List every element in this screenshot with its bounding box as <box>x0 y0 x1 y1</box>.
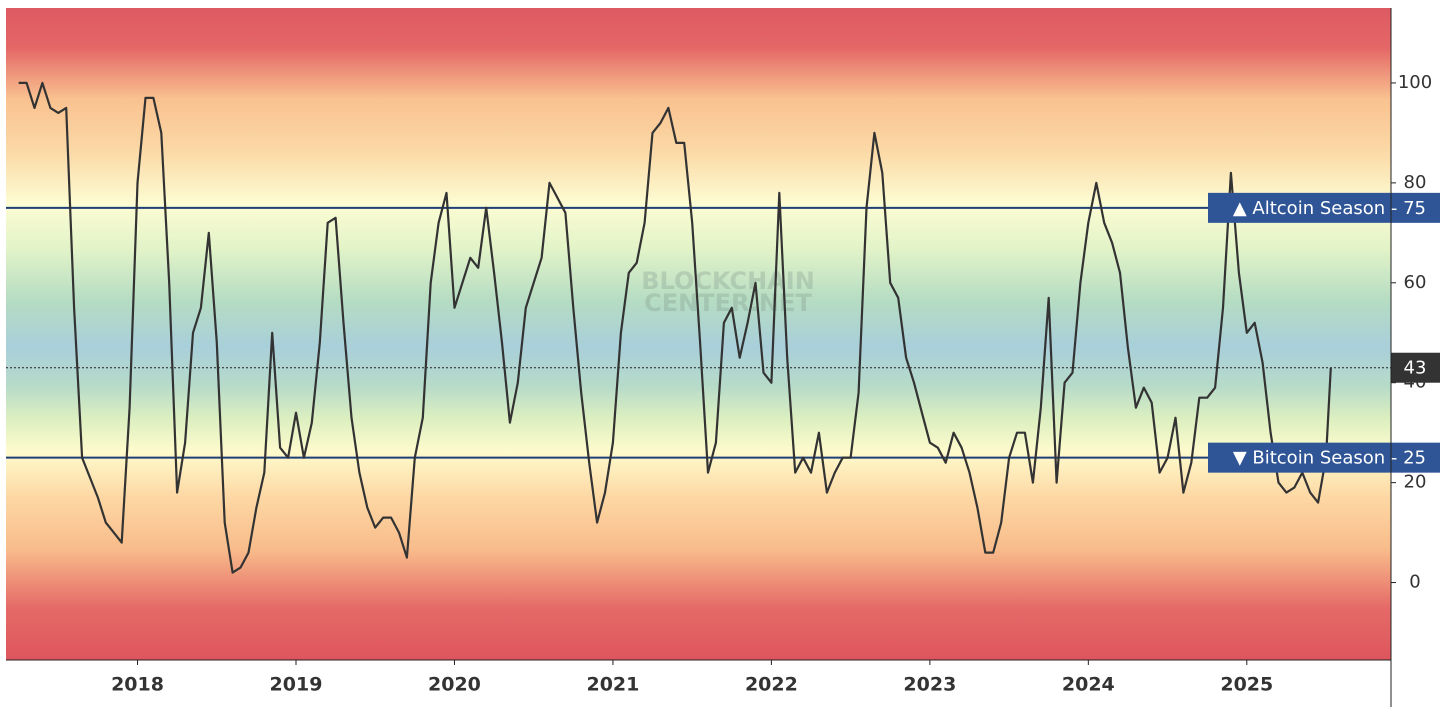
series <box>18 81 1332 574</box>
threshold-lines <box>6 206 1391 459</box>
y-tick-label: 0 <box>1409 572 1420 593</box>
y-tick-label: 60 <box>1404 272 1427 293</box>
current-value-box <box>1391 352 1440 383</box>
series-line <box>18 81 1332 574</box>
y-tick-label: 20 <box>1404 472 1427 493</box>
x-tick-label: 2024 <box>1062 674 1115 696</box>
x-tick-label: 2020 <box>428 674 481 696</box>
labels: 0204060801002018201920202021202220232024… <box>111 72 1440 696</box>
x-tick-label: 2021 <box>586 674 639 696</box>
threshold-label: ▲ Altcoin Season - 75 <box>1233 198 1426 219</box>
x-tick-label: 2023 <box>903 674 956 696</box>
watermark-text: BLOCKCHAIN <box>641 267 815 295</box>
x-tick-label: 2022 <box>745 674 798 696</box>
y-tick-label: 80 <box>1404 172 1427 193</box>
threshold-box <box>1208 192 1440 223</box>
x-tick-label: 2025 <box>1220 674 1273 696</box>
threshold-box <box>1208 442 1440 473</box>
y-tick-label: 100 <box>1398 72 1432 93</box>
x-tick-label: 2019 <box>270 674 323 696</box>
threshold-label: ▼ Bitcoin Season - 25 <box>1233 448 1426 469</box>
current-value-label: 43 <box>1404 358 1427 379</box>
x-tick-label: 2018 <box>111 674 164 696</box>
